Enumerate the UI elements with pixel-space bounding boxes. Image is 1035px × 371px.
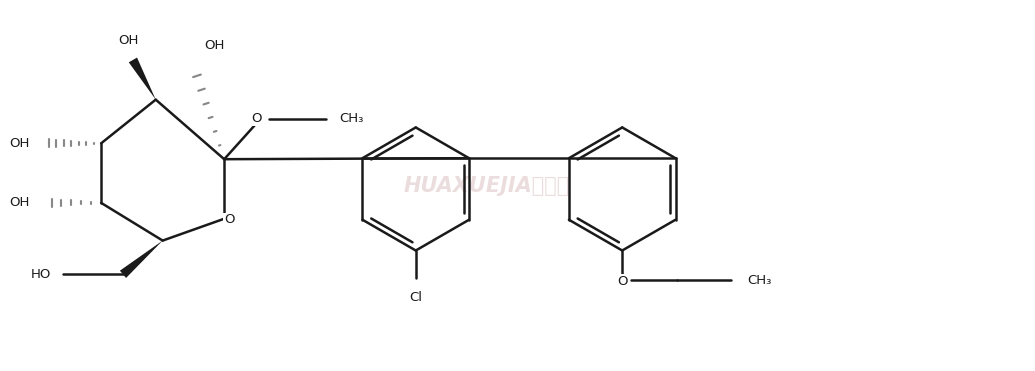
Text: HO: HO [31,268,52,281]
Text: O: O [224,213,234,226]
Text: O: O [617,275,627,288]
Text: O: O [252,112,262,125]
Text: Cl: Cl [409,291,422,304]
Text: OH: OH [9,196,30,209]
Text: CH₃: CH₃ [339,112,363,125]
Text: HUAXUEJIA化学加: HUAXUEJIA化学加 [404,175,570,196]
Polygon shape [128,58,155,100]
Text: OH: OH [204,39,225,52]
Text: CH₃: CH₃ [747,274,772,287]
Text: OH: OH [9,137,30,150]
Text: OH: OH [118,34,138,47]
Polygon shape [120,240,162,278]
